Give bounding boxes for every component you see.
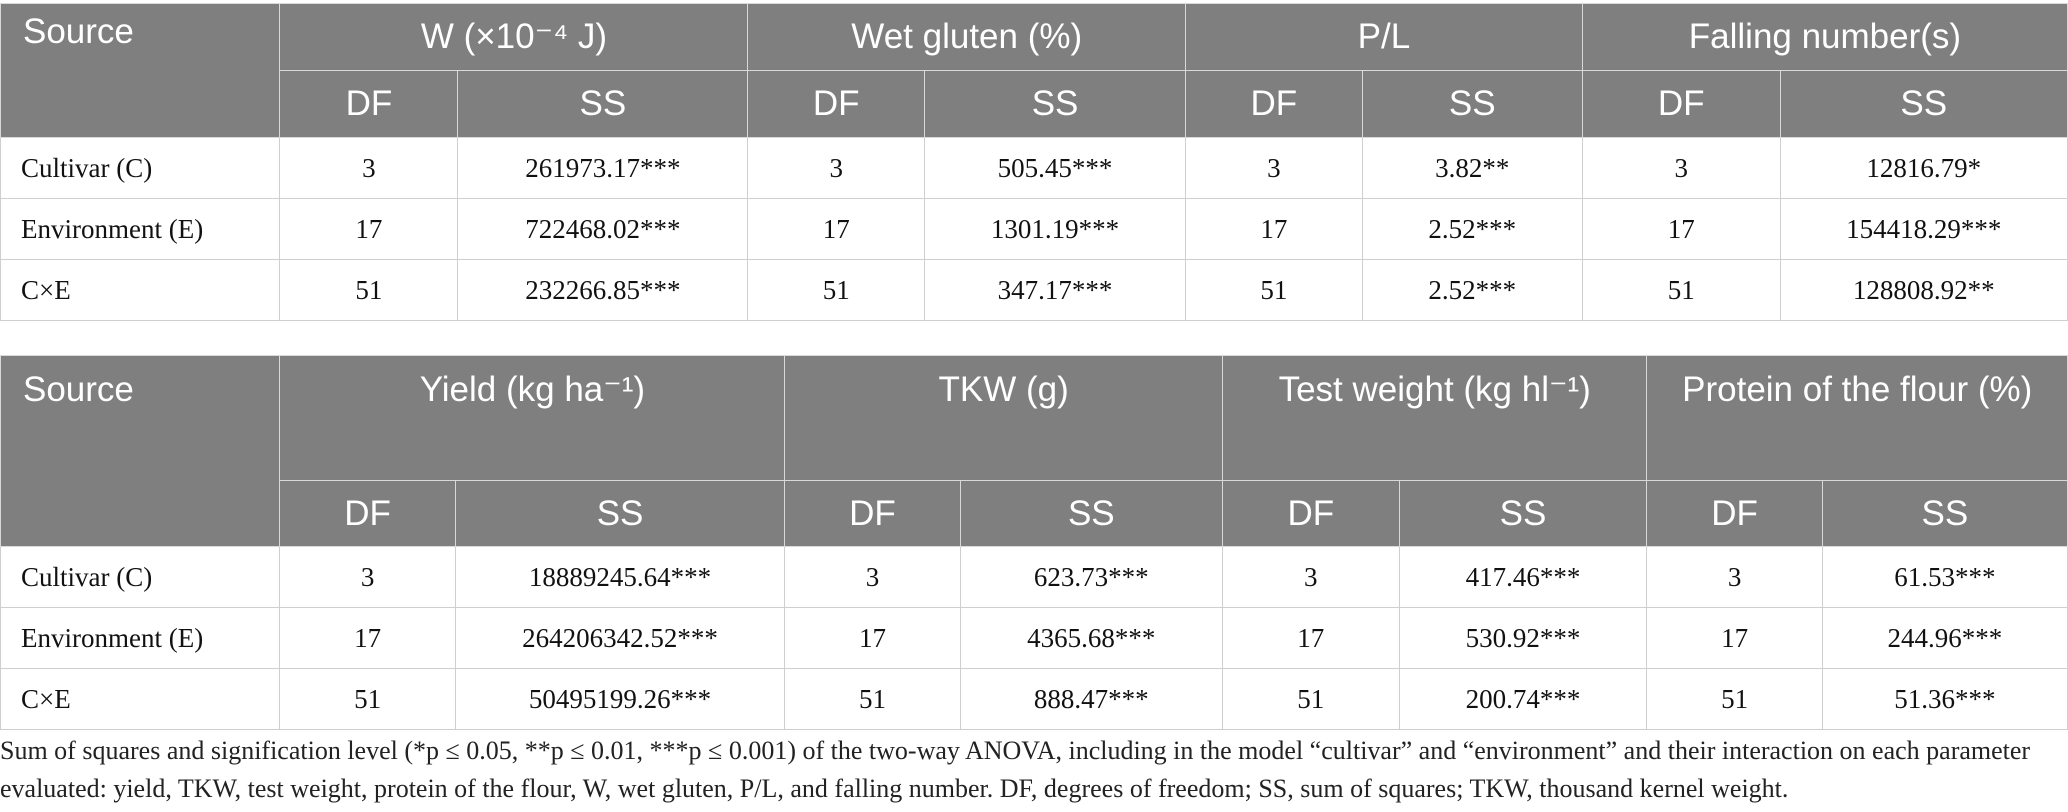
- group-header-w: W (×10⁻⁴ J): [279, 3, 749, 71]
- table-cell: 51.36***: [1821, 668, 2068, 730]
- anova-table-yield: Source Yield (kg ha⁻¹) TKW (g) Test weig…: [0, 355, 2068, 730]
- group-header-tkw: TKW (g): [784, 355, 1223, 481]
- source-header: Source: [0, 355, 281, 547]
- table-cell: 2.52***: [1361, 259, 1583, 321]
- table-row: C×E 51 232266.85*** 51 347.17*** 51 2.52…: [0, 259, 2068, 321]
- table-cell: 3.82**: [1361, 137, 1583, 199]
- ss-header: SS: [454, 480, 786, 547]
- table-row: Cultivar (C) 3 18889245.64*** 3 623.73**…: [0, 546, 2068, 608]
- table-cell: 232266.85***: [457, 259, 749, 321]
- row-label: Environment (E): [0, 607, 281, 669]
- table-cell: 154418.29***: [1779, 198, 2068, 260]
- table-cell: 50495199.26***: [454, 668, 786, 730]
- table-cell: 888.47***: [959, 668, 1223, 730]
- group-header-test-weight: Test weight (kg hl⁻¹): [1221, 355, 1648, 481]
- table-cell: 4365.68***: [959, 607, 1223, 669]
- table-cell: 3: [1581, 137, 1781, 199]
- table-cell: 417.46***: [1398, 546, 1648, 608]
- table-cell: 244.96***: [1821, 607, 2068, 669]
- table-cell: 3: [1185, 137, 1363, 199]
- table-cell: 3: [279, 546, 456, 608]
- table-cell: 17: [1185, 198, 1363, 260]
- table-cell: 17: [1581, 198, 1781, 260]
- table-cell: 347.17***: [924, 259, 1187, 321]
- table-cell: 3: [1646, 546, 1823, 608]
- table-cell: 51: [747, 259, 926, 321]
- source-header: Source: [0, 3, 281, 138]
- group-header-wet-gluten: Wet gluten (%): [747, 3, 1187, 71]
- anova-table-quality: Source W (×10⁻⁴ J) Wet gluten (%) P/L Fa…: [0, 3, 2068, 321]
- ss-header: SS: [1821, 480, 2068, 547]
- group-header-pl: P/L: [1185, 3, 1583, 71]
- df-header: DF: [784, 480, 961, 547]
- group-header-yield: Yield (kg ha⁻¹): [279, 355, 786, 481]
- table-cell: 51: [279, 259, 459, 321]
- table-cell: 12816.79*: [1779, 137, 2068, 199]
- table-cell: 51: [1221, 668, 1400, 730]
- table-row: Environment (E) 17 264206342.52*** 17 43…: [0, 607, 2068, 669]
- df-header: DF: [1646, 480, 1823, 547]
- table-cell: 3: [1221, 546, 1400, 608]
- table-cell: 17: [1221, 607, 1400, 669]
- ss-header: SS: [959, 480, 1223, 547]
- group-header-protein: Protein of the flour (%): [1646, 355, 2068, 481]
- table-cell: 3: [784, 546, 961, 608]
- table-cell: 51: [1646, 668, 1823, 730]
- df-header: DF: [1185, 70, 1363, 138]
- ss-header: SS: [1361, 70, 1583, 138]
- table-footnote: Sum of squares and signification level (…: [0, 736, 2031, 803]
- ss-header: SS: [924, 70, 1187, 138]
- ss-header: SS: [1779, 70, 2068, 138]
- df-header: DF: [747, 70, 926, 138]
- table-row: C×E 51 50495199.26*** 51 888.47*** 51 20…: [0, 668, 2068, 730]
- table-cell: 17: [279, 607, 456, 669]
- table-cell: 3: [279, 137, 459, 199]
- table-cell: 1301.19***: [924, 198, 1187, 260]
- table-cell: 17: [1646, 607, 1823, 669]
- table-cell: 51: [784, 668, 961, 730]
- table-cell: 261973.17***: [457, 137, 749, 199]
- table-cell: 200.74***: [1398, 668, 1648, 730]
- table-cell: 623.73***: [959, 546, 1223, 608]
- df-header: DF: [1221, 480, 1400, 547]
- table-cell: 722468.02***: [457, 198, 749, 260]
- ss-header: SS: [1398, 480, 1648, 547]
- table-cell: 264206342.52***: [454, 607, 786, 669]
- row-label: C×E: [0, 259, 281, 321]
- table-cell: 128808.92**: [1779, 259, 2068, 321]
- table-row: Cultivar (C) 3 261973.17*** 3 505.45*** …: [0, 137, 2068, 199]
- row-label: Cultivar (C): [0, 546, 281, 608]
- table-row: Environment (E) 17 722468.02*** 17 1301.…: [0, 198, 2068, 260]
- table-cell: 17: [279, 198, 459, 260]
- table-cell: 51: [279, 668, 456, 730]
- table-cell: 3: [747, 137, 926, 199]
- group-header-falling-number: Falling number(s): [1581, 3, 2068, 71]
- table-cell: 51: [1581, 259, 1781, 321]
- table-cell: 17: [784, 607, 961, 669]
- ss-header: SS: [457, 70, 749, 138]
- table-cell: 2.52***: [1361, 198, 1583, 260]
- row-label: Environment (E): [0, 198, 281, 260]
- table-cell: 530.92***: [1398, 607, 1648, 669]
- row-label: C×E: [0, 668, 281, 730]
- table-cell: 51: [1185, 259, 1363, 321]
- row-label: Cultivar (C): [0, 137, 281, 199]
- df-header: DF: [279, 70, 459, 138]
- table-cell: 505.45***: [924, 137, 1187, 199]
- table-cell: 61.53***: [1821, 546, 2068, 608]
- df-header: DF: [279, 480, 456, 547]
- table-cell: 18889245.64***: [454, 546, 786, 608]
- table-cell: 17: [747, 198, 926, 260]
- df-header: DF: [1581, 70, 1781, 138]
